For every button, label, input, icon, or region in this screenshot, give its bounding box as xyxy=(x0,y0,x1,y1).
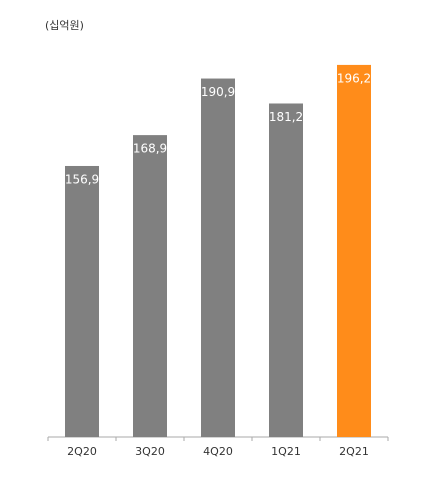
x-tick-label: 4Q20 xyxy=(203,445,233,458)
x-tick-label: 3Q20 xyxy=(135,445,165,458)
bar xyxy=(133,135,167,437)
value-label: 168,9 xyxy=(133,142,167,156)
x-tick-label: 2Q21 xyxy=(339,445,369,458)
bar xyxy=(337,64,371,438)
value-label: 190,9 xyxy=(201,85,235,99)
bar xyxy=(201,78,235,438)
value-label: 156,9 xyxy=(65,172,99,186)
bar xyxy=(269,103,303,437)
bar xyxy=(65,165,99,437)
value-label: 196,2 xyxy=(337,71,371,85)
value-label: 181,2 xyxy=(269,110,303,124)
unit-label: (십억원) xyxy=(45,19,84,32)
x-tick-label: 1Q21 xyxy=(271,445,301,458)
x-tick-label: 2Q20 xyxy=(67,445,97,458)
